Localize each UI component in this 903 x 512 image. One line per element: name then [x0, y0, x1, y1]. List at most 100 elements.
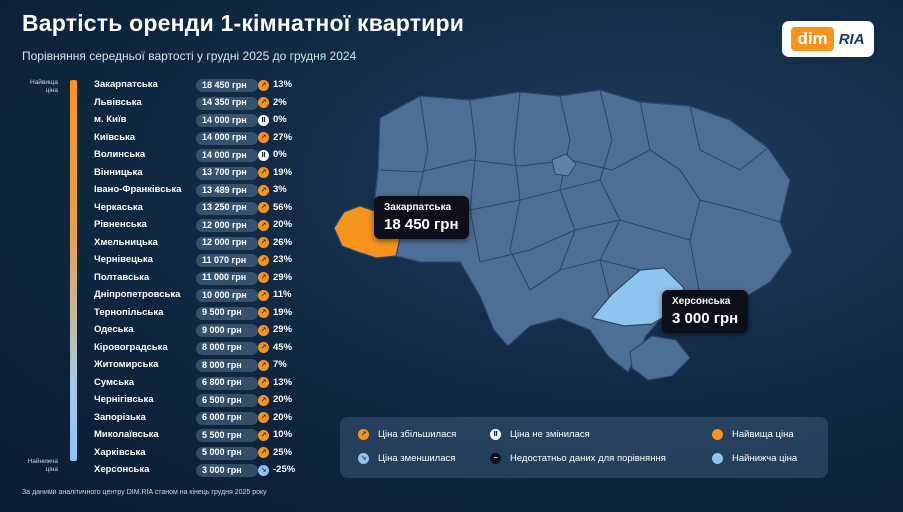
- row-price-pill: [196, 79, 258, 92]
- row-region: Дніпропетровська: [94, 289, 181, 300]
- table-row: Херсонська 3 000 грн ↘ -25%: [94, 462, 314, 480]
- legend-highest-label: Найвища ціна: [732, 429, 794, 440]
- scale-top-label: Найвища ціна: [30, 79, 58, 94]
- table-row: Полтавська 11 000 грн ↗ 29%: [94, 270, 314, 288]
- trend-same-icon: Ⅱ: [258, 149, 269, 161]
- callout-highest: Закарпатська 18 450 грн: [374, 196, 469, 239]
- trend-up-icon: ↗: [258, 289, 269, 301]
- row-price: 14 350 грн: [202, 97, 247, 107]
- row-price: 12 000 грн: [202, 237, 247, 247]
- row-region: Волинська: [94, 149, 146, 160]
- table-row: Сумська 6 800 грн ↗ 13%: [94, 375, 314, 393]
- logo-dim: dim: [791, 27, 834, 51]
- row-region: Чернівецька: [94, 254, 153, 265]
- price-scale-bar: [70, 80, 77, 461]
- row-change: 2%: [273, 96, 287, 108]
- row-price-pill: [196, 446, 258, 460]
- row-price-pill: [196, 271, 258, 285]
- trend-up-icon: ↗: [258, 202, 269, 213]
- page-subtitle: Порівняння середньої вартості у грудні 2…: [22, 49, 357, 63]
- row-region: Черкаська: [94, 201, 143, 213]
- row-price: 6 000 грн: [202, 412, 242, 422]
- row-region: Миколаївська: [94, 429, 159, 440]
- row-region: Житомирська: [94, 359, 159, 370]
- trend-up-icon: ↗: [258, 412, 269, 423]
- row-price: 18 450 грн: [202, 79, 247, 90]
- legend-nodata-label: Недостатньо даних для порівняння: [510, 453, 666, 464]
- row-change: 13%: [273, 376, 293, 388]
- row-change: 11%: [273, 289, 292, 300]
- scale-bottom-label: Найнижча ціна: [27, 458, 58, 473]
- row-change: 20%: [273, 219, 293, 230]
- row-region: Чернігівська: [94, 394, 154, 405]
- row-change: 10%: [273, 429, 293, 440]
- row-price: 11 070 грн: [202, 254, 247, 265]
- callout-lowest-region: Херсонська: [672, 296, 731, 307]
- row-price: 13 489 грн: [202, 184, 247, 195]
- table-row: Черкаська 13 250 грн ↗ 56%: [94, 200, 314, 218]
- row-price-pill: [196, 341, 258, 355]
- row-price: 9 500 грн: [202, 307, 242, 317]
- row-price: 14 000 грн: [202, 149, 247, 160]
- trend-same-icon: Ⅱ: [258, 114, 269, 126]
- callout-highest-region: Закарпатська: [384, 202, 452, 213]
- table-row: Волинська 14 000 грн Ⅱ 0%: [94, 147, 314, 165]
- trend-up-icon: ↗: [258, 377, 269, 388]
- table-row: Чернівецька 11 070 грн ↗ 23%: [94, 252, 314, 270]
- row-price-pill: [196, 464, 258, 477]
- row-price: 8 000 грн: [202, 359, 242, 370]
- row-region: м. Київ: [94, 114, 127, 125]
- row-price-pill: [196, 166, 258, 180]
- table-row: Миколаївська 5 500 грн ↗ 10%: [94, 427, 314, 445]
- row-price-pill: [196, 411, 258, 425]
- table-row: Львівська 14 350 грн ↗ 2%: [94, 95, 314, 113]
- row-price-pill: [196, 394, 258, 407]
- row-price-pill: [196, 254, 258, 267]
- row-price: 5 000 грн: [202, 447, 242, 457]
- callout-highest-value: 18 450 грн: [384, 216, 459, 233]
- table-row: Харківська 5 000 грн ↗ 25%: [94, 445, 314, 463]
- row-price: 13 700 грн: [202, 167, 247, 177]
- legend-down-label: Ціна зменшилася: [378, 453, 456, 464]
- row-price-pill: [196, 131, 258, 145]
- legend-same-icon: Ⅱ: [490, 429, 501, 440]
- row-change: 23%: [273, 254, 293, 265]
- table-row: Одеська 9 000 грн ↗ 29%: [94, 322, 314, 340]
- row-change: 20%: [273, 394, 293, 405]
- row-price-pill: [196, 324, 258, 337]
- trend-up-icon: ↗: [258, 97, 269, 108]
- row-change: 13%: [273, 79, 293, 90]
- logo-ria: RIA: [838, 30, 865, 48]
- row-price: 8 000 грн: [202, 342, 242, 352]
- dim-ria-logo[interactable]: dim RIA: [782, 21, 874, 57]
- map-crimea: [629, 335, 691, 381]
- row-price-pill: [196, 201, 258, 215]
- row-region: Івано-Франківська: [94, 184, 182, 195]
- table-row: Івано-Франківська 13 489 грн ↗ 3%: [94, 182, 314, 200]
- row-change: 7%: [273, 359, 287, 370]
- row-change: 19%: [273, 306, 293, 318]
- map-region-borders: [379, 89, 781, 301]
- row-price: 10 000 грн: [202, 289, 247, 300]
- legend-lowest-swatch: [712, 453, 723, 464]
- legend: ↗ Ціна збільшилася ↘ Ціна зменшилася Ⅱ Ц…: [340, 417, 828, 478]
- row-price: 12 000 грн: [202, 219, 247, 230]
- row-region: Харківська: [94, 446, 146, 458]
- trend-up-icon: ↗: [258, 254, 269, 266]
- row-change: 56%: [273, 201, 293, 213]
- callout-lowest-value: 3 000 грн: [672, 310, 739, 327]
- legend-nodata-icon: −: [490, 453, 501, 464]
- row-price-pill: [196, 376, 258, 390]
- row-change: 27%: [273, 131, 293, 143]
- row-change: 20%: [273, 411, 293, 423]
- row-price-pill: [196, 114, 258, 127]
- row-region: Херсонська: [94, 464, 150, 475]
- legend-up-icon: ↗: [358, 429, 369, 440]
- table-row: Закарпатська 18 450 грн ↗ 13%: [94, 77, 314, 95]
- legend-highest-swatch: [712, 429, 723, 440]
- row-region: Київська: [94, 131, 136, 143]
- trend-up-icon: ↗: [258, 219, 269, 231]
- map-region-khersonska: [590, 267, 685, 327]
- legend-down-icon: ↘: [358, 453, 369, 464]
